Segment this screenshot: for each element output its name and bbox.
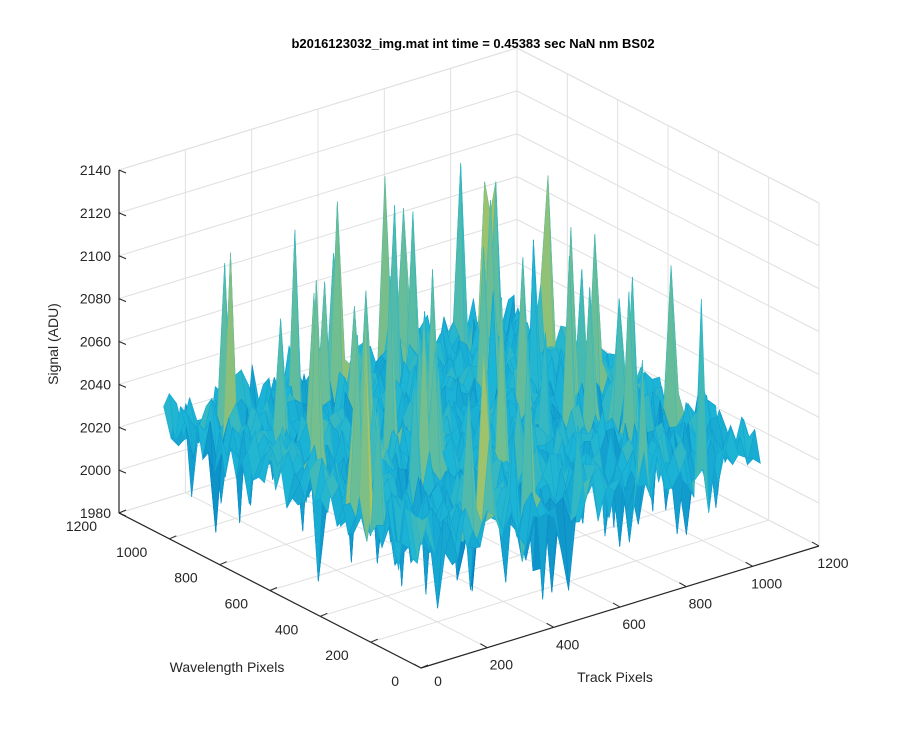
grid-line: [516, 176, 820, 333]
z-tick-mark: [118, 212, 127, 217]
axes: [118, 169, 820, 669]
tick-labels: 0 200 400 600 800 1000 1200 0 200 400 600 800 1000 12…: [66, 162, 849, 689]
y-tick-label: 1200: [66, 518, 97, 534]
z-axis-label: Signal (ADU): [45, 303, 61, 385]
y-tick-mark: [370, 638, 378, 643]
x-tick-mark: [546, 622, 554, 628]
chart-title: b2016123032_img.mat int time = 0.45383 s…: [291, 36, 654, 51]
y-tick-label: 400: [275, 621, 299, 637]
x-tick-mark: [679, 582, 687, 588]
z-tick-mark: [118, 383, 127, 388]
z-tick-mark: [118, 298, 127, 303]
z-tick-label: 2060: [80, 334, 111, 350]
grid-line: [118, 219, 518, 342]
y-tick-mark: [420, 664, 429, 669]
y-tick-mark: [118, 509, 127, 514]
z-tick-label: 2080: [80, 291, 111, 307]
y-axis-label: Wavelength Pixels: [170, 659, 285, 675]
z-tick-label: 2020: [80, 419, 111, 435]
grid-line: [118, 176, 518, 300]
box-edge: [118, 47, 518, 171]
x-tick-label: 1200: [817, 555, 848, 571]
x-axis-label: Track Pixels: [577, 669, 653, 685]
grid-line: [118, 133, 518, 257]
x-tick-mark: [413, 663, 422, 669]
y-tick-mark: [169, 535, 177, 540]
z-tick-label: 1980: [80, 505, 111, 521]
x-tick-label: 800: [689, 596, 713, 612]
x-tick-mark: [612, 602, 621, 608]
y-tick-mark: [320, 612, 328, 617]
z-tick-mark: [118, 255, 127, 260]
z-tick-mark: [118, 512, 127, 517]
y-tick-label: 1000: [116, 544, 147, 560]
z-tick-label: 2100: [80, 248, 111, 264]
x-tick-label: 400: [556, 636, 580, 652]
z-tick-mark: [118, 341, 127, 345]
z-tick-label: 2000: [80, 462, 111, 478]
surface-patch: [415, 515, 429, 546]
z-tick-mark: [118, 169, 127, 174]
y-tick-label: 800: [174, 570, 198, 586]
x-tick-mark: [811, 541, 820, 547]
z-tick-label: 2140: [80, 162, 111, 178]
z-tick-label: 2120: [80, 205, 111, 221]
y-tick-mark: [219, 561, 227, 566]
y-tick-label: 200: [325, 647, 349, 663]
z-tick-mark: [118, 469, 127, 474]
z-tick-label: 2040: [80, 376, 111, 392]
z-tick-mark: [118, 426, 127, 431]
x-tick-label: 600: [622, 616, 646, 632]
grid-line: [516, 133, 820, 290]
x-tick-label: 0: [434, 673, 442, 689]
y-tick-label: 600: [225, 596, 249, 612]
grid-line: [118, 90, 518, 214]
grid-line: [320, 493, 719, 617]
x-tick-label: 200: [490, 657, 514, 673]
surface-plot: [163, 163, 761, 609]
grid-line: [516, 219, 820, 375]
box-edge: [516, 47, 820, 204]
x-tick-mark: [480, 643, 488, 649]
x-tick-mark: [745, 561, 753, 567]
y-tick-label: 0: [391, 673, 399, 689]
grid-line: [516, 90, 820, 247]
x-tick-label: 1000: [751, 575, 782, 591]
y-tick-mark: [269, 587, 278, 591]
